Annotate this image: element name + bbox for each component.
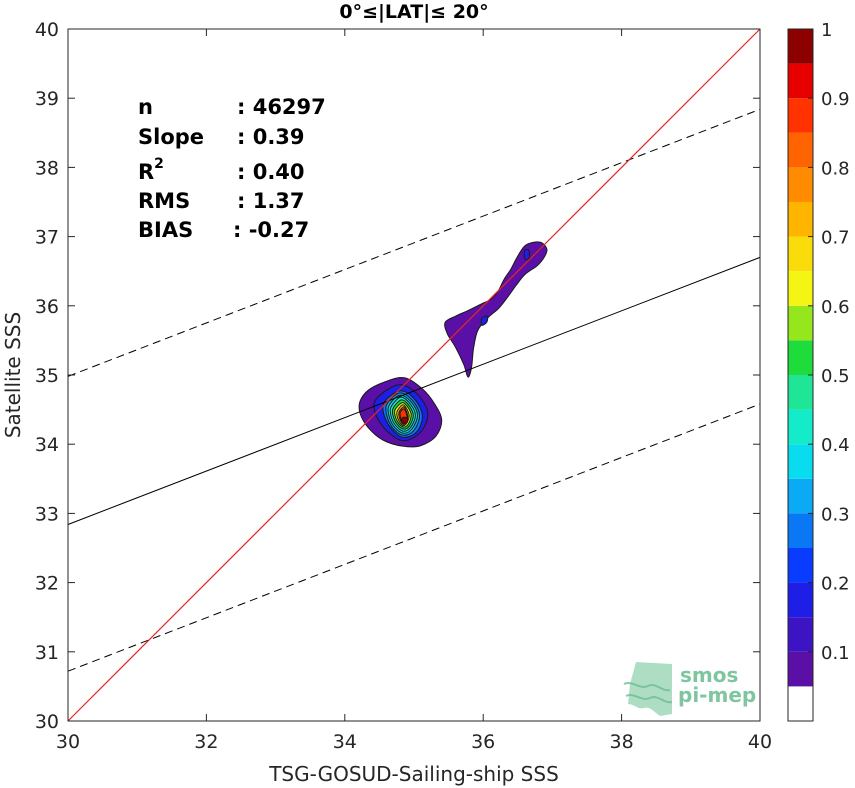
y-tick-label: 32 [35,573,59,595]
x-axis-label: TSG-GOSUD-Sailing-ship SSS [268,762,559,786]
y-tick-label: 34 [35,434,59,456]
colorbar-band [788,63,813,99]
x-tick-label: 30 [56,731,80,753]
x-tick-label: 36 [471,731,495,753]
y-tick-label: 40 [35,19,59,41]
colorbar-tick-label: 0.8 [821,158,850,179]
colorbar-band [788,409,813,445]
y-tick-label: 30 [35,711,59,733]
colorbar-band [788,132,813,168]
stat-bias-value: : -0.27 [233,218,309,242]
x-tick-label: 40 [748,731,772,753]
stat-r2-label: R2 [138,156,164,184]
colorbar: 0.1 0.2 0.3 0.4 0.5 0.6 0.7 0.8 0.9 1 [788,20,850,721]
y-tick-label: 38 [35,157,59,179]
stat-rms-label: RMS [138,189,190,213]
logo-text-smos: smos [680,663,738,687]
colorbar-frame [787,28,814,722]
stat-n-label: n [138,95,153,119]
chart-title: 0°≤|LAT|≤ 20° [339,1,488,23]
stat-n-value: : 46297 [237,95,326,119]
y-tick-label: 37 [35,227,59,249]
density-contours [358,241,548,448]
colorbar-tick-label: 0.5 [821,366,850,387]
colorbar-band [788,236,813,272]
logo-wave-graphic [628,662,672,716]
x-tick-label: 34 [333,731,357,753]
colorbar-band [788,305,813,341]
colorbar-band [788,202,813,237]
stat-slope-value: : 0.39 [237,125,305,149]
colorbar-band [788,651,813,687]
colorbar-band [788,617,813,652]
smos-pimep-logo: smos pi-mep [623,662,756,716]
density-region-3 [480,315,489,326]
colorbar-band [788,375,813,410]
colorbar-tick-label: 0.9 [821,89,850,110]
colorbar-band [788,167,813,202]
y-tick-label: 33 [35,503,59,525]
stat-rms-value: : 1.37 [237,189,305,213]
colorbar-band [788,478,813,514]
density-region-14 [401,416,409,424]
reference-lines [67,28,761,722]
colorbar-tick-label: 0.1 [821,643,850,664]
colorbar-tick-label: 0.7 [821,228,850,249]
stat-slope-label: Slope [138,125,204,149]
y-tick-label: 36 [35,296,59,318]
colorbar-tick-label: 0.6 [821,297,850,318]
colorbar-band [788,686,813,721]
colorbar-band [788,513,813,548]
colorbar-tick-label: 0.4 [821,435,850,456]
colorbar-band [788,29,813,64]
density-region-4 [523,248,530,261]
x-tick-label: 32 [194,731,218,753]
colorbar-tick-label: 0.3 [821,504,850,525]
colorbar-band [788,98,813,133]
identity-line [67,28,761,722]
lower-bound-line [67,403,761,672]
stats-box: n : 46297 Slope : 0.39 R2 : 0.40 RMS : 1… [138,95,326,242]
axis-ticks: 30 32 34 36 38 40 30 31 32 33 34 35 36 37 38 39 40 [35,19,772,753]
colorbar-band [788,271,813,306]
logo-text-pimep: pi-mep [678,683,756,707]
colorbar-band [788,548,813,583]
stat-r2-value: : 0.40 [237,160,305,184]
colorbar-tick-label: 1 [821,20,832,41]
colorbar-tick-label: 0.2 [821,574,850,595]
regression-line [67,256,761,525]
colorbar-band [788,340,813,375]
colorbar-band [788,444,813,479]
y-tick-label: 31 [35,642,59,664]
density-region-1 [444,241,548,378]
x-tick-label: 38 [610,731,634,753]
colorbar-band [788,582,813,618]
upper-bound-line [67,108,761,377]
y-axis-label: Satellite SSS [1,312,25,438]
y-tick-label: 35 [35,365,59,387]
y-tick-label: 39 [35,88,59,110]
stat-bias-label: BIAS [138,218,193,242]
